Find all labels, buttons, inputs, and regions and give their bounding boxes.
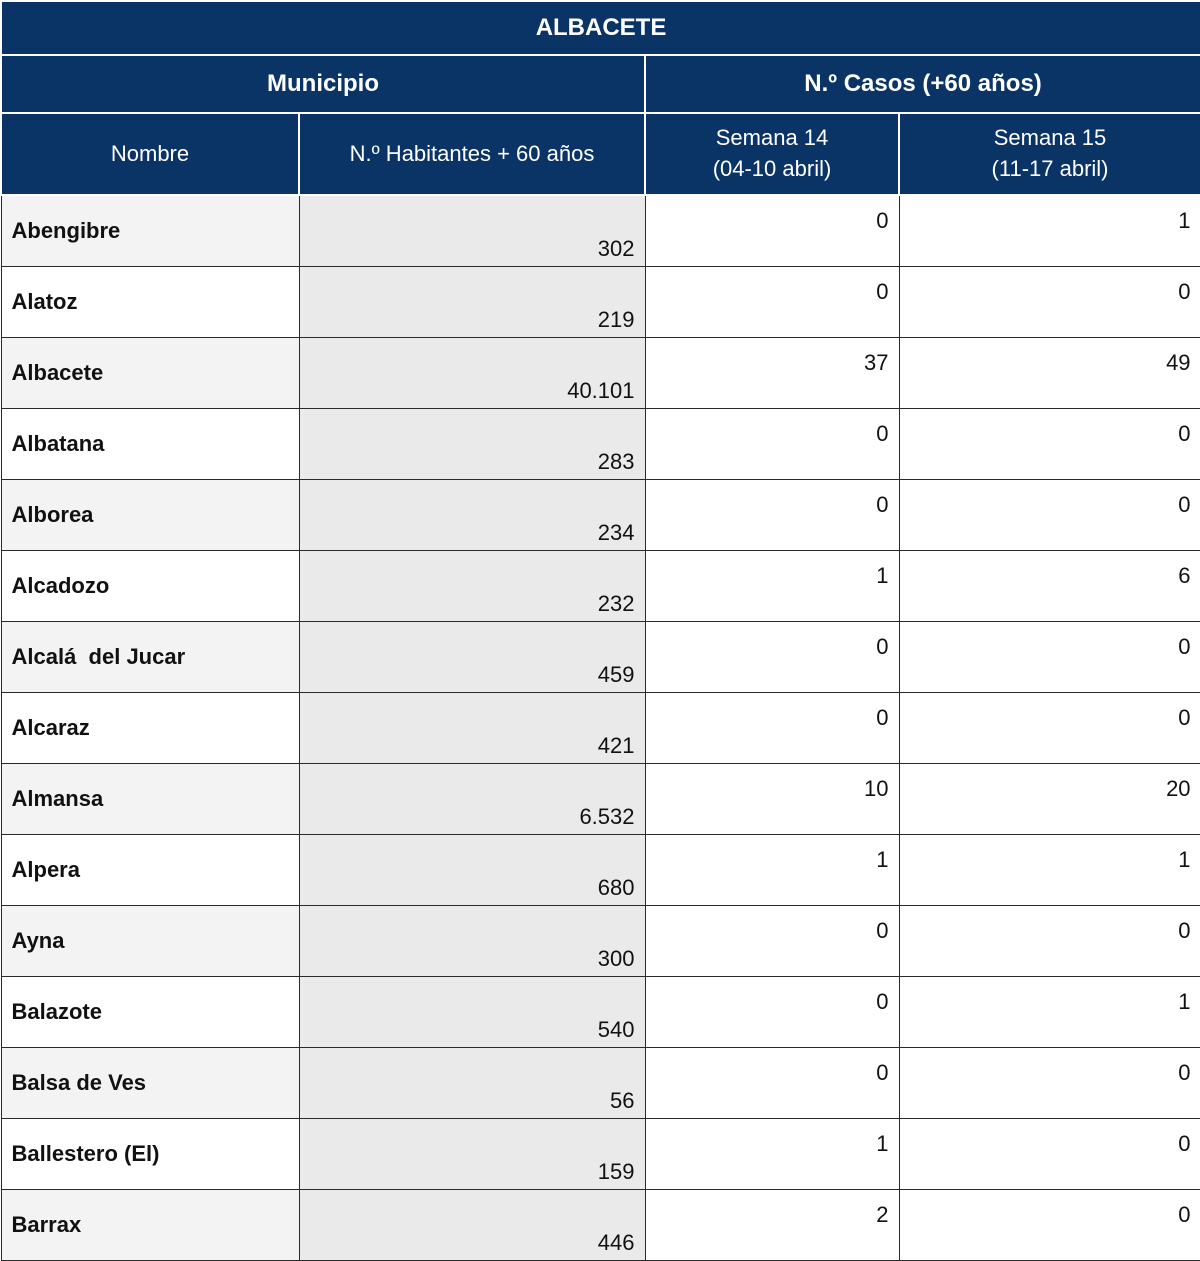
cell-nombre: Abengibre [0, 194, 300, 267]
table-title: ALBACETE [0, 0, 1200, 56]
cell-semana-14: 0 [644, 692, 900, 764]
table-row: Ayna 300 0 0 [0, 905, 1200, 977]
cell-habitantes: 300 [298, 905, 646, 977]
header-nombre: Nombre [0, 112, 300, 196]
cell-semana-15: 20 [898, 763, 1200, 835]
header-semana-15-dates: (11-17 abril) [991, 156, 1109, 181]
cell-semana-14: 0 [644, 408, 900, 480]
cell-habitantes: 302 [298, 194, 646, 267]
cell-nombre: Alcalá del Jucar [0, 621, 300, 693]
cell-nombre: Ballestero (El) [0, 1118, 300, 1190]
table-row: Alcaraz 421 0 0 [0, 692, 1200, 764]
cell-nombre: Ayna [0, 905, 300, 977]
cell-semana-14: 1 [644, 1118, 900, 1190]
header-casos: N.º Casos (+60 años) [643, 54, 1200, 114]
cell-semana-14: 1 [644, 834, 900, 906]
cell-semana-14: 37 [644, 337, 900, 409]
table-row: Alpera 680 1 1 [0, 834, 1200, 906]
cell-semana-15: 0 [898, 1118, 1200, 1190]
cell-semana-15: 0 [898, 1047, 1200, 1119]
table-row: Alcalá del Jucar 459 0 0 [0, 621, 1200, 693]
cell-semana-15: 0 [898, 1189, 1200, 1261]
header-semana-14-label: Semana 14 [715, 125, 829, 151]
cell-habitantes: 540 [298, 976, 646, 1048]
cell-semana-15: 1 [898, 976, 1200, 1048]
table-row: Balazote 540 0 1 [0, 976, 1200, 1048]
cell-semana-14: 0 [644, 194, 900, 267]
cell-nombre: Alpera [0, 834, 300, 906]
table-row: Albatana 283 0 0 [0, 408, 1200, 480]
cell-nombre: Alborea [0, 479, 300, 551]
cell-semana-15: 0 [898, 266, 1200, 338]
cell-habitantes: 680 [298, 834, 646, 906]
table-row: Barrax 446 2 0 [0, 1189, 1200, 1261]
cell-semana-15: 1 [898, 194, 1200, 267]
cell-semana-15: 49 [898, 337, 1200, 409]
cell-nombre: Alcaraz [0, 692, 300, 764]
cell-nombre: Alatoz [0, 266, 300, 338]
cell-habitantes: 56 [298, 1047, 646, 1119]
cell-semana-14: 0 [644, 905, 900, 977]
header-habitantes: N.º Habitantes + 60 años [298, 112, 646, 196]
table-row: Abengibre 302 0 1 [0, 194, 1200, 267]
cell-semana-14: 2 [644, 1189, 900, 1261]
cell-nombre: Balazote [0, 976, 300, 1048]
cell-nombre: Barrax [0, 1189, 300, 1261]
cell-nombre: Balsa de Ves [0, 1047, 300, 1119]
cell-semana-14: 0 [644, 1047, 900, 1119]
header-semana-14-dates: (04-10 abril) [712, 156, 832, 181]
cell-habitantes: 421 [298, 692, 646, 764]
cell-nombre: Albatana [0, 408, 300, 480]
cell-habitantes: 232 [298, 550, 646, 622]
cell-nombre: Albacete [0, 337, 300, 409]
cell-semana-14: 0 [644, 479, 900, 551]
cell-semana-14: 10 [644, 763, 900, 835]
cell-habitantes: 234 [298, 479, 646, 551]
cell-nombre: Alcadozo [0, 550, 300, 622]
table-row: Almansa 6.532 10 20 [0, 763, 1200, 835]
cell-semana-14: 0 [644, 976, 900, 1048]
cell-semana-15: 0 [898, 692, 1200, 764]
cell-semana-14: 0 [644, 621, 900, 693]
table-row: Alborea 234 0 0 [0, 479, 1200, 551]
cell-habitantes: 40.101 [298, 337, 646, 409]
cell-semana-15: 0 [898, 621, 1200, 693]
table-row: Alatoz 219 0 0 [0, 266, 1200, 338]
table-row: Balsa de Ves 56 0 0 [0, 1047, 1200, 1119]
cell-habitantes: 459 [298, 621, 646, 693]
table-row: Albacete 40.101 37 49 [0, 337, 1200, 409]
cell-semana-14: 1 [644, 550, 900, 622]
header-municipio: Municipio [0, 54, 646, 114]
cell-semana-15: 6 [898, 550, 1200, 622]
table-row: Ballestero (El) 159 1 0 [0, 1118, 1200, 1190]
header-semana-14: Semana 14 (04-10 abril) [644, 112, 900, 196]
table-row: Alcadozo 232 1 6 [0, 550, 1200, 622]
cell-habitantes: 446 [298, 1189, 646, 1261]
header-semana-15: Semana 15 (11-17 abril) [897, 112, 1200, 196]
cell-semana-14: 0 [644, 266, 900, 338]
cell-habitantes: 283 [298, 408, 646, 480]
cell-semana-15: 0 [898, 408, 1200, 480]
cell-semana-15: 0 [898, 905, 1200, 977]
cell-habitantes: 159 [298, 1118, 646, 1190]
cell-semana-15: 1 [898, 834, 1200, 906]
cell-semana-15: 0 [898, 479, 1200, 551]
cell-habitantes: 219 [298, 266, 646, 338]
cell-nombre: Almansa [0, 763, 300, 835]
header-semana-15-label: Semana 15 [993, 125, 1107, 151]
cell-habitantes: 6.532 [298, 763, 646, 835]
